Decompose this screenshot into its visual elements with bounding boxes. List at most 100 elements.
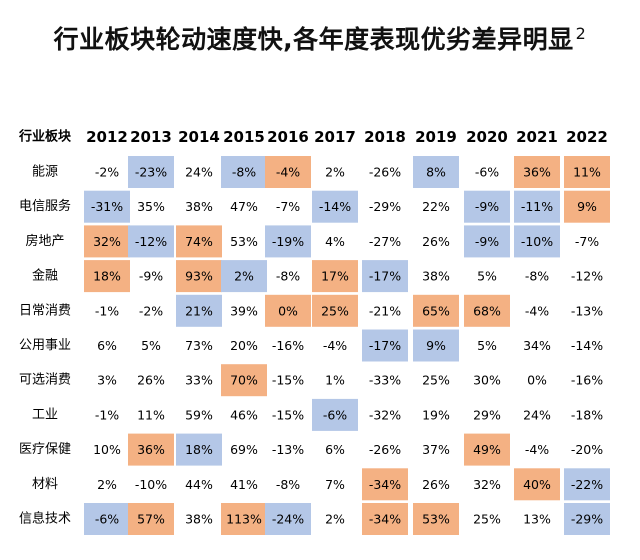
- cell-value: -16%: [571, 373, 603, 388]
- cell-value: 30%: [473, 373, 501, 388]
- cell-value: -8%: [276, 477, 300, 492]
- cell-value: -9%: [475, 234, 499, 249]
- cell-highlight-low: [128, 156, 174, 188]
- column-header-2018: 2018: [364, 128, 406, 146]
- cell-highlight-low: [464, 225, 510, 258]
- column-header-2019: 2019: [415, 128, 457, 146]
- cell-value: 37%: [422, 442, 450, 457]
- cell-value: 38%: [185, 512, 213, 527]
- cell-value: 73%: [185, 338, 213, 353]
- cell-value: -18%: [571, 407, 603, 422]
- cell-value: 26%: [137, 373, 165, 388]
- cell-value: 0%: [527, 373, 547, 388]
- cell-value: 93%: [185, 269, 213, 284]
- cell-value: 11%: [137, 407, 165, 422]
- cell-value: -13%: [272, 442, 304, 457]
- cell-value: 38%: [185, 199, 213, 214]
- cell-highlight-low: [514, 225, 560, 258]
- cell-value: 3%: [97, 373, 117, 388]
- cell-value: 2%: [97, 477, 117, 492]
- cell-highlight-high: [362, 503, 408, 535]
- cell-value: 59%: [185, 407, 213, 422]
- cell-highlight-high: [221, 364, 267, 397]
- row-label: 可选消费: [19, 373, 71, 388]
- cell-highlight-low: [176, 433, 222, 466]
- cell-highlight-high: [176, 260, 222, 293]
- cell-highlight-low: [362, 260, 408, 293]
- cell-value: -23%: [135, 165, 167, 180]
- cell-value: -20%: [571, 442, 603, 457]
- cell-highlight-low: [413, 156, 459, 188]
- cell-value: 9%: [426, 338, 446, 353]
- cell-highlight-high: [413, 294, 459, 327]
- cell-value: 18%: [93, 269, 121, 284]
- cell-value: -21%: [369, 303, 401, 318]
- cell-value: -4%: [525, 442, 549, 457]
- cell-value: -31%: [91, 199, 123, 214]
- column-header-2013: 2013: [130, 128, 172, 146]
- cell-value: 5%: [141, 338, 161, 353]
- cell-highlight-high: [265, 294, 311, 327]
- cell-value: 36%: [137, 442, 165, 457]
- cell-value: 25%: [422, 373, 450, 388]
- column-header-2015: 2015: [223, 128, 265, 146]
- cell-highlight-high: [84, 225, 130, 258]
- cell-value: -19%: [272, 234, 304, 249]
- row-label: 工业: [32, 407, 58, 422]
- cell-value: -13%: [571, 303, 603, 318]
- cell-value: 2%: [325, 512, 345, 527]
- cell-value: -2%: [95, 165, 119, 180]
- cell-value: -14%: [571, 338, 603, 353]
- cell-value: -17%: [369, 338, 401, 353]
- cell-value: -17%: [369, 269, 401, 284]
- cell-highlight-low: [514, 190, 560, 223]
- cell-value: 4%: [325, 234, 345, 249]
- cell-value: 39%: [230, 303, 258, 318]
- cell-highlight-high: [221, 503, 267, 535]
- row-label: 电信服务: [19, 198, 71, 214]
- cell-highlight-low: [221, 260, 267, 293]
- cell-value: 34%: [523, 338, 551, 353]
- cell-value: -9%: [475, 199, 499, 214]
- cell-highlight-low: [84, 503, 130, 535]
- cell-highlight-high: [176, 225, 222, 258]
- cell-value: 25%: [321, 303, 349, 318]
- row-label: 医疗保健: [19, 442, 71, 457]
- cell-value: 65%: [422, 303, 450, 318]
- cell-highlight-low: [362, 329, 408, 362]
- cell-value: 5%: [477, 338, 497, 353]
- cell-value: -34%: [369, 512, 401, 527]
- cell-value: 25%: [473, 512, 501, 527]
- cell-highlight-high: [84, 260, 130, 293]
- cell-highlight-low: [176, 294, 222, 327]
- cell-value: 38%: [422, 269, 450, 284]
- row-label: 金融: [32, 268, 58, 284]
- cell-value: -29%: [571, 512, 603, 527]
- cell-value: -16%: [272, 338, 304, 353]
- cell-highlight-low: [221, 156, 267, 188]
- cell-value: -12%: [135, 234, 167, 249]
- cell-value: 113%: [226, 512, 262, 527]
- cell-value: -33%: [369, 373, 401, 388]
- column-header-2016: 2016: [267, 128, 309, 146]
- cell-value: 36%: [523, 165, 551, 180]
- cell-value: 1%: [325, 373, 345, 388]
- cell-value: -34%: [369, 477, 401, 492]
- cell-highlight-high: [265, 156, 311, 188]
- cell-highlight-high: [564, 156, 610, 188]
- cell-value: -7%: [575, 234, 599, 249]
- title-superscript: 2: [575, 23, 587, 43]
- row-label: 日常消费: [19, 303, 71, 318]
- cell-value: 17%: [321, 269, 349, 284]
- cell-value: -22%: [571, 477, 603, 492]
- row-label: 信息技术: [19, 511, 71, 527]
- cell-value: -8%: [232, 165, 256, 180]
- cell-value: 53%: [230, 234, 258, 249]
- cell-highlight-high: [564, 190, 610, 223]
- column-header-2012: 2012: [86, 128, 128, 146]
- cell-highlight-low: [312, 190, 358, 223]
- cell-value: -4%: [525, 303, 549, 318]
- cell-highlight-high: [312, 294, 358, 327]
- cell-value: -2%: [139, 303, 163, 318]
- cell-value: 20%: [230, 338, 258, 353]
